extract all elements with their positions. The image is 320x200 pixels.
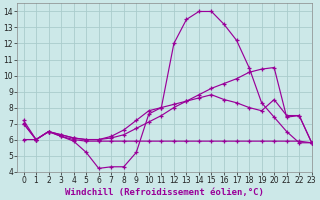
X-axis label: Windchill (Refroidissement éolien,°C): Windchill (Refroidissement éolien,°C) (65, 188, 264, 197)
